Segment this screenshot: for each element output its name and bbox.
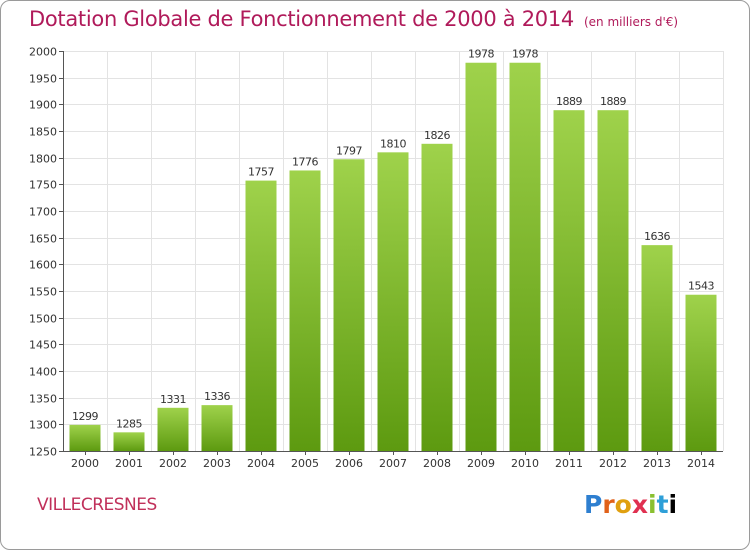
y-tick-label: 1800	[29, 153, 57, 166]
logo-letter: i	[668, 490, 678, 519]
bar	[465, 62, 497, 451]
x-tick-label: 2004	[247, 457, 275, 470]
logo-letter: P	[584, 490, 603, 519]
y-tick-label: 1250	[29, 446, 57, 459]
x-tick-label: 2014	[687, 457, 715, 470]
bar	[597, 110, 629, 451]
y-tick-label: 1700	[29, 206, 57, 219]
y-tick-label: 1350	[29, 393, 57, 406]
y-tick-label: 1750	[29, 179, 57, 192]
x-tick-label: 2012	[599, 457, 627, 470]
x-tick-label: 2001	[115, 457, 143, 470]
data-label: 1978	[468, 48, 494, 61]
logo-letter: o	[614, 490, 632, 519]
y-tick-label: 1300	[29, 419, 57, 432]
bar	[113, 432, 145, 451]
data-label: 1889	[556, 95, 582, 108]
x-tick-label: 2009	[467, 457, 495, 470]
y-tick-label: 1600	[29, 259, 57, 272]
bar-layer	[69, 62, 717, 452]
x-tick-label: 2007	[379, 457, 407, 470]
x-tick-label: 2005	[291, 457, 319, 470]
y-tick-label: 1500	[29, 313, 57, 326]
y-tick-label: 1550	[29, 286, 57, 299]
x-tick-label: 2011	[555, 457, 583, 470]
axis-layer	[59, 51, 723, 455]
label-layer: 1250 1300 1350 1400 1450 1500 1550 1600 1650 1700…	[29, 46, 715, 471]
chart-unit: (en milliers d'€)	[583, 15, 679, 29]
bar	[245, 180, 277, 451]
x-tick-label: 2013	[643, 457, 671, 470]
y-tick-label: 1900	[29, 99, 57, 112]
bar	[377, 152, 409, 452]
bar	[289, 170, 321, 451]
logo-letter: i	[648, 490, 657, 519]
y-tick-label: 1850	[29, 126, 57, 139]
bar	[421, 143, 453, 452]
x-tick-label: 2000	[71, 457, 99, 470]
y-tick-label: 1650	[29, 233, 57, 246]
x-tick-label: 2006	[335, 457, 363, 470]
data-label: 1636	[644, 230, 670, 243]
data-label: 1299	[72, 410, 98, 423]
bar	[641, 245, 673, 451]
x-tick-label: 2008	[423, 457, 451, 470]
bar	[509, 62, 541, 451]
bar	[157, 407, 189, 451]
chart-title: Dotation Globale de Fonctionnement de 20…	[29, 7, 574, 31]
data-label: 1331	[160, 393, 186, 406]
y-tick-label: 1400	[29, 366, 57, 379]
logo-letter: t	[656, 490, 669, 519]
data-label: 1285	[116, 417, 142, 430]
x-tick-label: 2010	[511, 457, 539, 470]
data-label: 1757	[248, 166, 274, 179]
bar	[69, 424, 101, 451]
data-label: 1797	[336, 144, 362, 157]
data-label: 1776	[292, 155, 318, 168]
data-label: 1826	[424, 129, 450, 142]
logo-letter: r	[602, 490, 615, 519]
data-label: 1336	[204, 390, 230, 403]
x-tick-label: 2002	[159, 457, 187, 470]
title-row: Dotation Globale de Fonctionnement de 20…	[29, 7, 678, 31]
y-tick-label: 1950	[29, 73, 57, 86]
bar	[553, 110, 585, 451]
y-tick-label: 1450	[29, 339, 57, 352]
data-label: 1543	[688, 280, 714, 293]
commune-name: VILLECRESNES	[37, 495, 157, 515]
proxiti-logo[interactable]: Proxiti	[584, 490, 677, 519]
bar	[333, 159, 365, 451]
data-label: 1889	[600, 95, 626, 108]
x-tick-label: 2003	[203, 457, 231, 470]
y-tick-label: 2000	[29, 46, 57, 59]
data-label: 1810	[380, 137, 406, 150]
bar	[685, 294, 717, 451]
logo-letter: x	[631, 490, 648, 519]
bar	[201, 405, 233, 451]
data-label: 1978	[512, 48, 538, 61]
